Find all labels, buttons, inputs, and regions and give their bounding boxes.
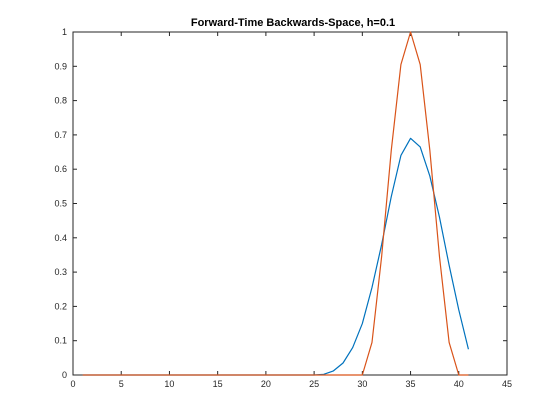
axes [72,31,508,376]
x-tick-label: 5 [119,379,124,389]
y-tick-label: 0.2 [54,301,67,311]
y-tick-label: 0.5 [54,199,67,209]
plot-area [72,31,508,376]
y-tick-label: 0.3 [54,267,67,277]
y-tick-label: 0.7 [54,130,67,140]
y-tick-label: 0.4 [54,233,67,243]
y-tick-label: 0.8 [54,96,67,106]
y-tick-label: 0.1 [54,336,67,346]
tick-labels: 0 5 10 15 20 25 30 35 40 45 0 0.1 0.2 0.3 0.4 0.5 0.6 0.7… [54,27,512,389]
series-line-2 [82,31,469,376]
x-tick-label: 20 [261,379,271,389]
y-tick-label: 1 [62,27,67,37]
chart-title: Forward-Time Backwards-Space, h=0.1 [191,17,395,29]
plot-lines [82,31,470,376]
x-tick-label: 35 [406,379,416,389]
x-tick-label: 25 [309,379,319,389]
x-tick-label: 0 [70,379,75,389]
x-tick-label: 10 [164,379,174,389]
x-tick-label: 15 [213,379,223,389]
x-tick-label: 40 [454,379,464,389]
x-tick-label: 30 [357,379,367,389]
y-tick-label: 0.6 [54,164,67,174]
y-tick-label: 0.9 [54,61,67,71]
y-tick-label: 0 [62,370,67,380]
x-tick-label: 45 [502,379,512,389]
